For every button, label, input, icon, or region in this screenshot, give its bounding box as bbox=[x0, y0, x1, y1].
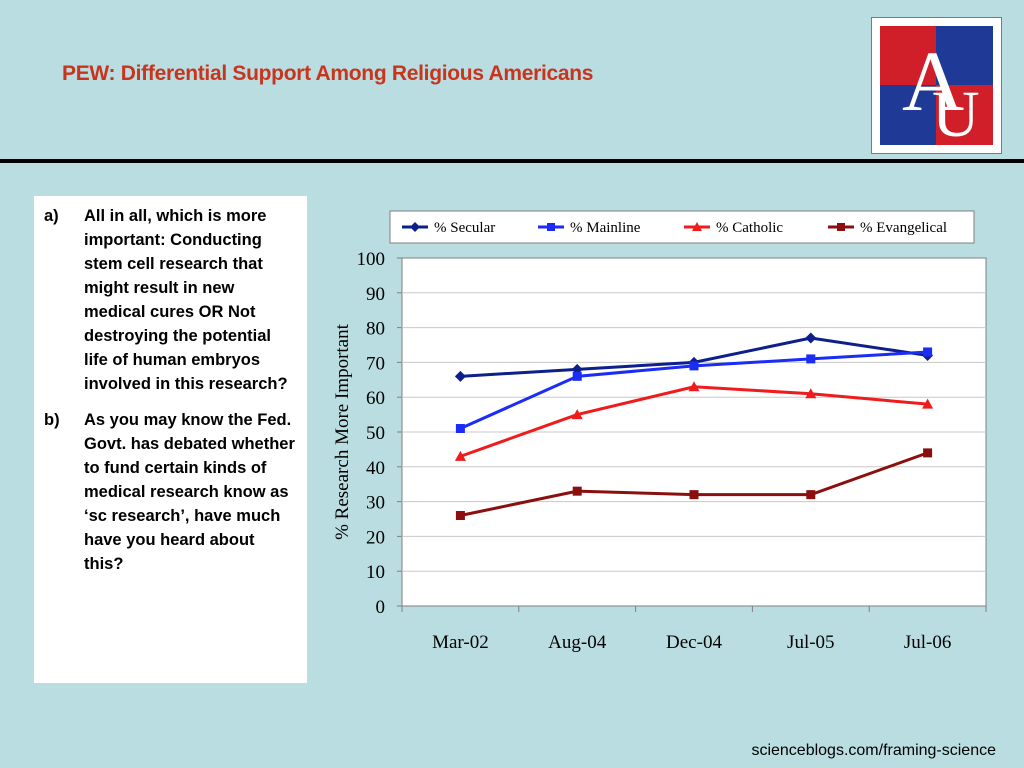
data-point bbox=[688, 381, 700, 392]
legend-label: % Secular bbox=[434, 220, 495, 236]
question-text: All in all, which is more important: Con… bbox=[84, 207, 288, 393]
data-point bbox=[805, 332, 817, 344]
question-item: b) As you may know the Fed. Govt. has de… bbox=[44, 408, 295, 576]
university-logo: A U bbox=[871, 17, 1002, 154]
data-point bbox=[689, 490, 699, 500]
y-tick-label: 0 bbox=[376, 597, 386, 618]
legend-box bbox=[389, 210, 975, 244]
y-tick-label: 90 bbox=[366, 284, 385, 305]
question-item: a) All in all, which is more important: … bbox=[44, 204, 295, 396]
question-text: As you may know the Fed. Govt. has debat… bbox=[84, 411, 295, 573]
source-footer: scienceblogs.com/framing-science bbox=[751, 742, 996, 759]
y-tick-label: 50 bbox=[366, 423, 385, 444]
data-point bbox=[805, 388, 817, 399]
data-point bbox=[922, 398, 934, 409]
legend-label: % Evangelical bbox=[860, 220, 947, 236]
y-tick-label: 70 bbox=[366, 353, 385, 374]
data-point bbox=[454, 370, 466, 382]
x-tick-label: Mar-02 bbox=[432, 632, 489, 653]
x-tick-label: Jul-05 bbox=[787, 632, 835, 653]
legend-item: % Catholic bbox=[684, 220, 783, 236]
y-tick-label: 30 bbox=[366, 493, 385, 514]
data-point bbox=[410, 222, 420, 232]
slide-title: PEW: Differential Support Among Religiou… bbox=[62, 62, 594, 85]
y-tick-label: 40 bbox=[366, 458, 385, 479]
series-evangelical bbox=[455, 448, 933, 521]
data-point bbox=[547, 223, 555, 231]
data-point bbox=[689, 361, 699, 371]
data-point bbox=[572, 486, 582, 496]
svg-text:U: U bbox=[932, 78, 980, 151]
question-box: a) All in all, which is more important: … bbox=[34, 196, 307, 683]
data-point bbox=[806, 354, 816, 364]
data-point bbox=[571, 409, 583, 420]
svg-text:A: A bbox=[902, 33, 964, 129]
y-tick-label: 20 bbox=[366, 527, 385, 548]
y-tick-label: 60 bbox=[366, 388, 385, 409]
question-marker: a) bbox=[44, 207, 59, 225]
data-point bbox=[455, 424, 465, 434]
data-point bbox=[923, 448, 933, 458]
data-point bbox=[692, 222, 702, 231]
data-point bbox=[837, 223, 845, 231]
legend-item: % Secular bbox=[402, 220, 495, 236]
data-point bbox=[923, 347, 933, 357]
x-tick-label: Aug-04 bbox=[548, 632, 607, 653]
data-point bbox=[572, 371, 582, 381]
title-divider bbox=[0, 159, 1024, 163]
au-logo-icon: A U bbox=[880, 26, 993, 151]
data-point bbox=[806, 490, 816, 500]
data-point bbox=[455, 511, 465, 521]
x-tick-label: Dec-04 bbox=[666, 632, 722, 653]
legend-label: % Mainline bbox=[570, 220, 641, 236]
x-tick-label: Jul-06 bbox=[904, 632, 952, 653]
y-tick-label: 100 bbox=[357, 249, 386, 270]
question-marker: b) bbox=[44, 411, 60, 429]
y-axis-label: % Research More Important bbox=[332, 323, 353, 540]
legend-item: % Mainline bbox=[538, 220, 641, 236]
data-point bbox=[454, 450, 466, 461]
series-mainline bbox=[455, 347, 933, 434]
y-tick-label: 80 bbox=[366, 319, 385, 340]
legend-label: % Catholic bbox=[716, 220, 783, 236]
legend-item: % Evangelical bbox=[828, 220, 947, 236]
series-catholic bbox=[454, 381, 934, 461]
y-tick-label: 10 bbox=[366, 562, 385, 583]
